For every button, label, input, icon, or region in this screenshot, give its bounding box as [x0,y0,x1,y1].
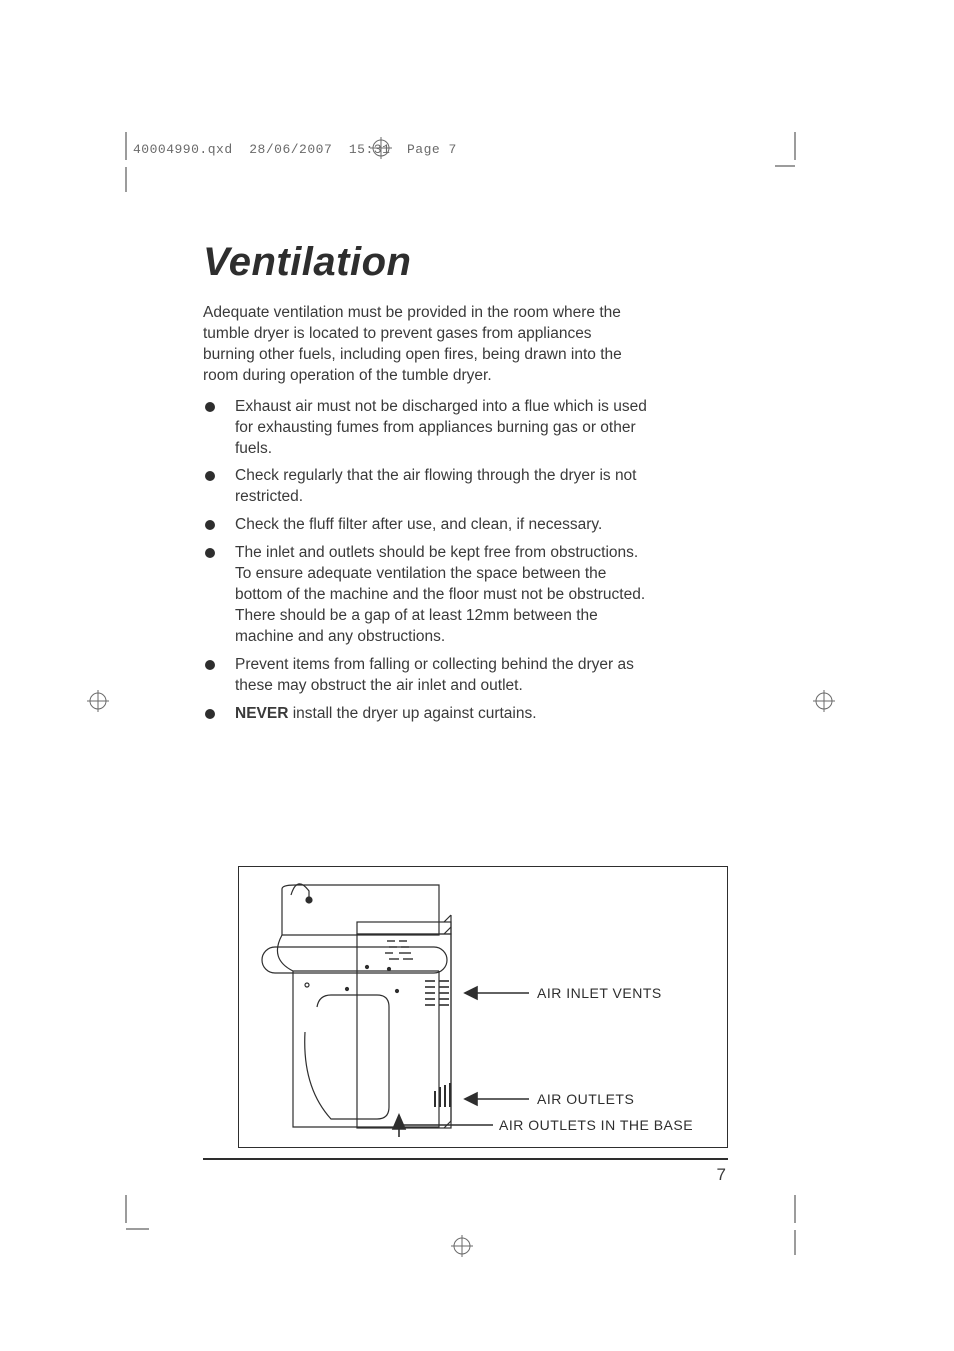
bullet-item: NEVER install the dryer up against curta… [203,704,653,725]
label-air-inlet: AIR INLET VENTS [537,985,662,1001]
diagram-svg: AIR INLET VENTS AIR OUTLETS AIR OUTLETS … [239,867,729,1149]
intro-paragraph: Adequate ventilation must be provided in… [203,303,633,387]
ventilation-diagram: AIR INLET VENTS AIR OUTLETS AIR OUTLETS … [238,866,728,1148]
registration-mark-right [813,690,835,712]
slug-page: Page 7 [407,142,457,157]
footer-rule [203,1158,728,1160]
bullet-list: Exhaust air must not be discharged into … [203,397,653,725]
never-word: NEVER [235,705,288,722]
label-air-outlets-base: AIR OUTLETS IN THE BASE [499,1117,693,1133]
bullet-item: Check regularly that the air flowing thr… [203,466,653,508]
bullet-item: Prevent items from falling or collecting… [203,655,653,697]
bullet-text: Prevent items from falling or collecting… [235,656,634,694]
crop-mark-bottom-right [775,1195,815,1255]
bullet-text: Check the fluff filter after use, and cl… [235,516,602,533]
bullet-text: install the dryer up against curtains. [288,705,536,722]
page-content: Ventilation Adequate ventilation must be… [203,240,727,732]
crop-mark-bottom-left [119,1195,159,1255]
label-air-outlets: AIR OUTLETS [537,1091,634,1107]
bullet-item: Exhaust air must not be discharged into … [203,397,653,460]
registration-mark-top [370,137,392,159]
page-title: Ventilation [203,240,727,285]
crop-mark-top-left [119,132,159,192]
slug-date: 28/06/2007 [249,142,332,157]
registration-mark-left [87,690,109,712]
bullet-text: Check regularly that the air flowing thr… [235,467,637,505]
page-number: 7 [717,1165,726,1185]
bullet-item: The inlet and outlets should be kept fre… [203,543,653,648]
bullet-item: Check the fluff filter after use, and cl… [203,515,653,536]
bullet-text: Exhaust air must not be discharged into … [235,398,647,457]
crop-mark-top-right [775,132,815,192]
prepress-slug: 40004990.qxd 28/06/2007 15:31 Page 7 [133,142,457,157]
registration-mark-bottom [451,1235,473,1257]
bullet-text: The inlet and outlets should be kept fre… [235,544,645,645]
